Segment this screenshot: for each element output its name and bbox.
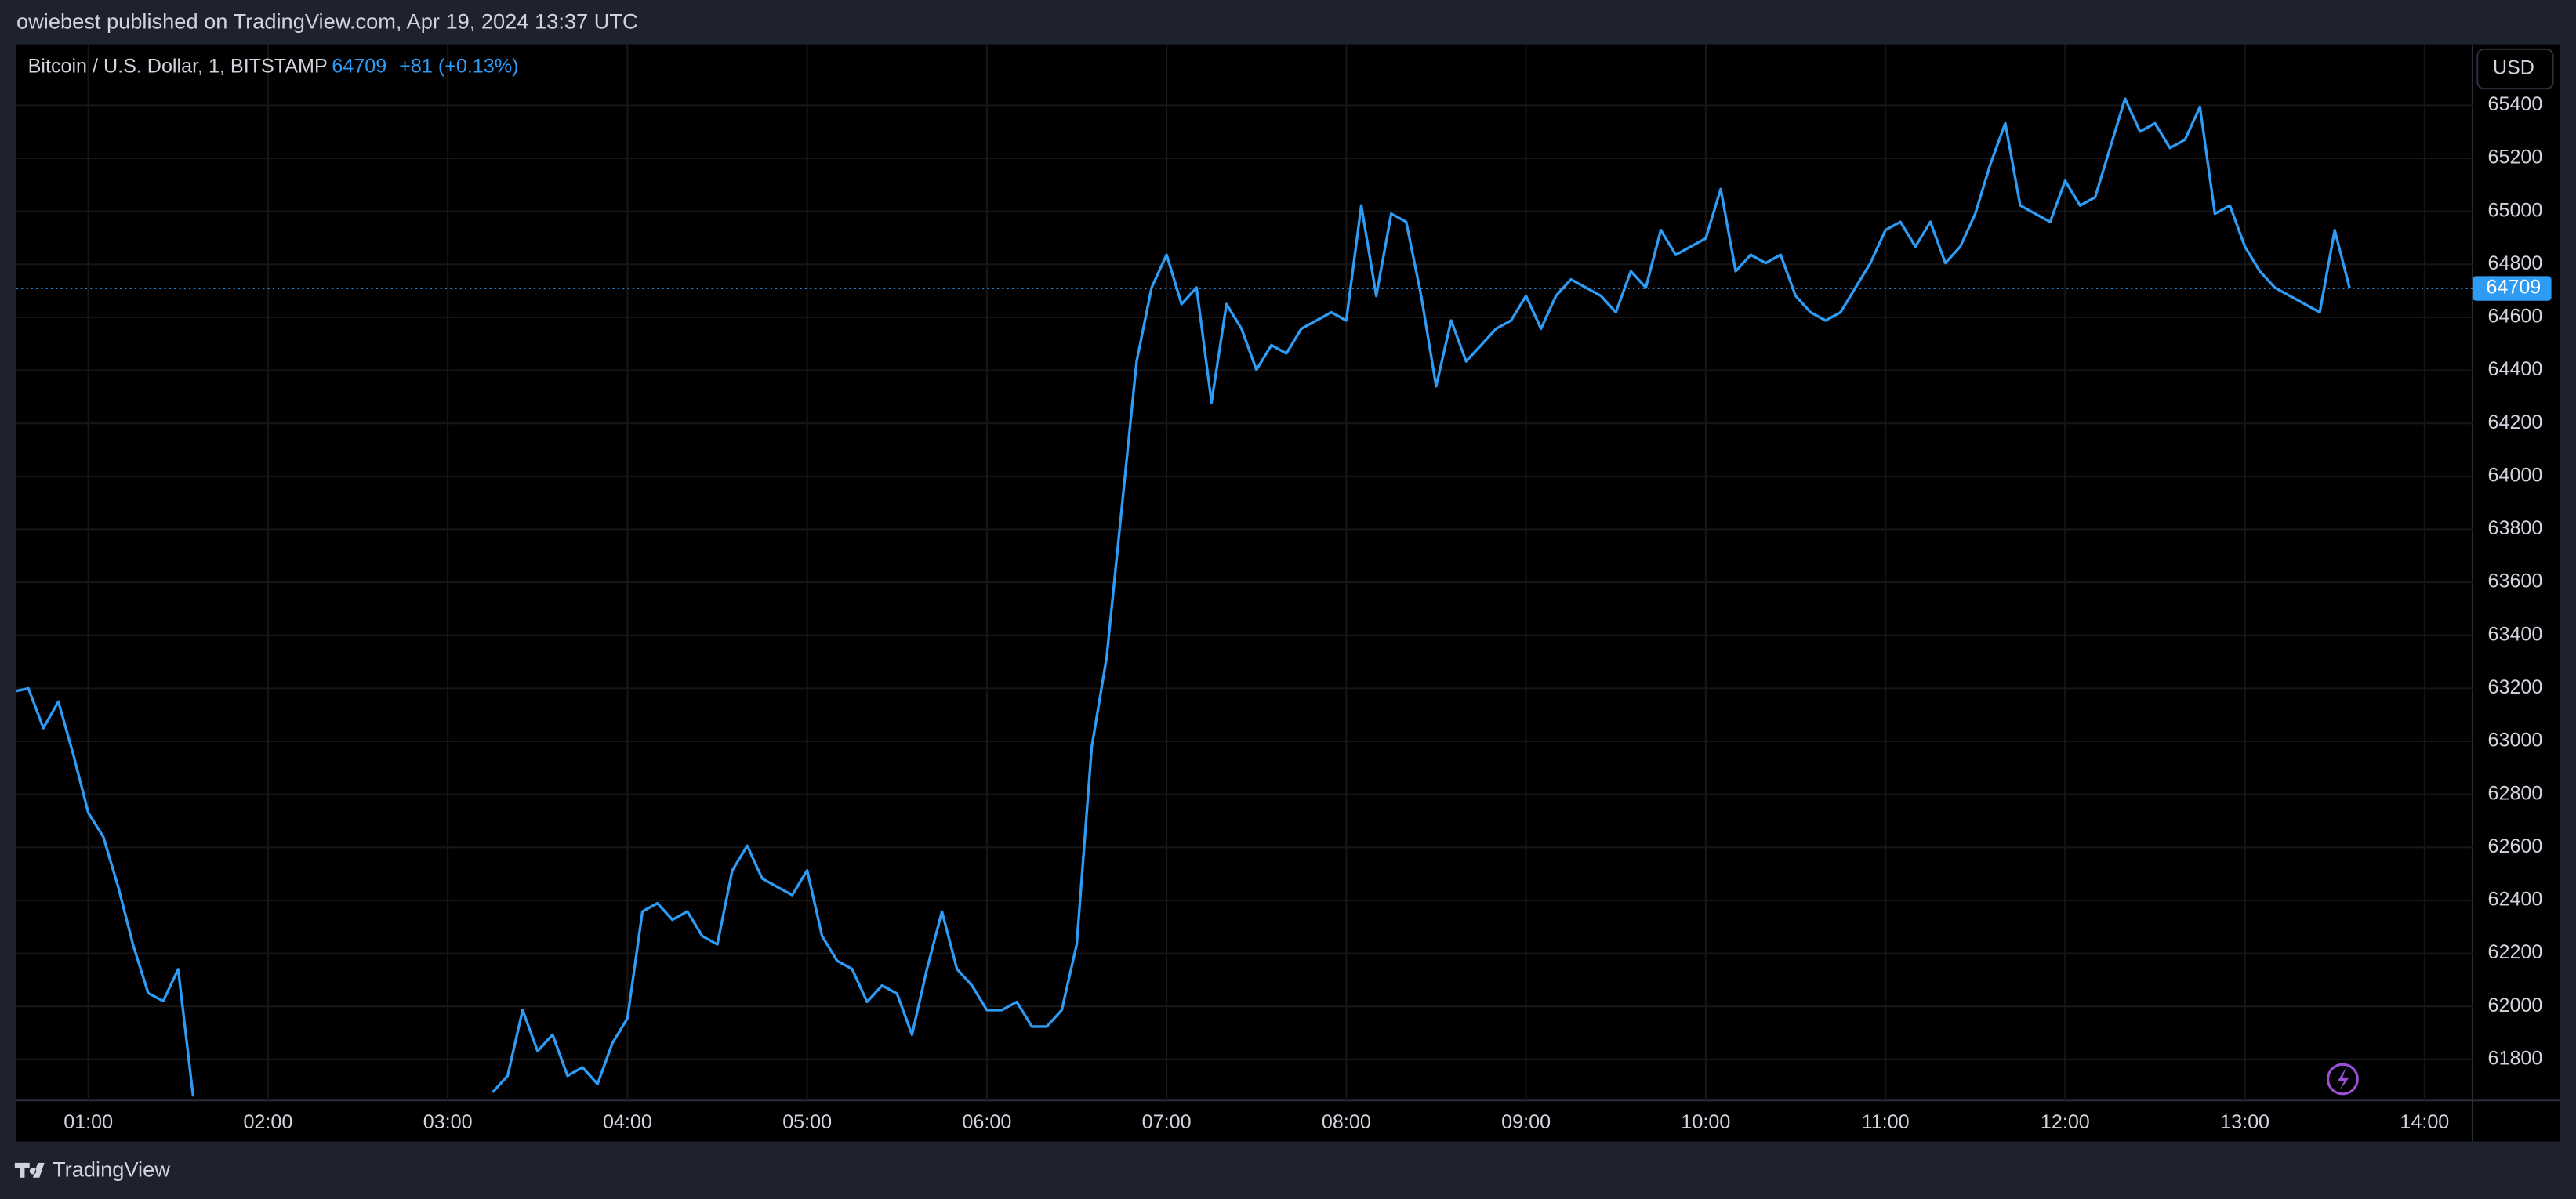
x-tick-label: 02:00 — [243, 1111, 292, 1133]
publisher-text: owiebest published on TradingView.com, A… — [16, 9, 638, 34]
alert-icon[interactable] — [2326, 1063, 2359, 1096]
y-tick-label: 64600 — [2488, 306, 2543, 328]
x-tick-label: 01:00 — [63, 1111, 113, 1133]
y-tick-label: 65200 — [2488, 147, 2543, 168]
y-tick-label: 64000 — [2488, 464, 2543, 486]
x-tick-label: 13:00 — [2220, 1111, 2269, 1133]
price-line — [16, 97, 2351, 1097]
x-tick-label: 14:00 — [2400, 1111, 2449, 1133]
x-tick-label: 10:00 — [1681, 1111, 1730, 1133]
y-tick-label: 63200 — [2488, 676, 2543, 698]
y-tick-label: 62400 — [2488, 889, 2543, 911]
y-tick-label: 63400 — [2488, 623, 2543, 645]
currency-label[interactable]: USD — [2493, 57, 2534, 79]
legend-title: Bitcoin / U.S. Dollar, 1, BITSTAMP — [28, 56, 328, 78]
x-tick-label: 07:00 — [1142, 1111, 1192, 1133]
x-tick-label: 08:00 — [1322, 1111, 1371, 1133]
y-tick-label: 62800 — [2488, 782, 2543, 804]
x-tick-label: 12:00 — [2041, 1111, 2090, 1133]
last-price-box — [2472, 276, 2552, 301]
y-tick-label: 63800 — [2488, 517, 2543, 539]
x-tick-label: 05:00 — [782, 1111, 832, 1133]
labels: 61800 62000 62200 62400 62600 62800 63000 63200… — [63, 93, 2552, 1133]
x-tick-label: 06:00 — [962, 1111, 1011, 1133]
currency-button[interactable] — [2476, 48, 2554, 90]
y-tick-label: 63600 — [2488, 571, 2543, 592]
y-tick-label: 62200 — [2488, 941, 2543, 963]
x-tick-label: 03:00 — [423, 1111, 473, 1133]
brand-name: TradingView — [53, 1157, 170, 1182]
y-tick-label: 61800 — [2488, 1047, 2543, 1069]
y-tick-label: 63000 — [2488, 730, 2543, 752]
x-tick-label: 11:00 — [1862, 1111, 1910, 1133]
legend-change: +81 (+0.13%) — [399, 56, 518, 78]
x-tick-label: 09:00 — [1501, 1111, 1551, 1133]
y-tick-label: 64200 — [2488, 411, 2543, 433]
x-tick-label: 04:00 — [603, 1111, 652, 1133]
chart-area — [16, 44, 2560, 1142]
y-tick-label: 65000 — [2488, 199, 2543, 221]
last-price-label: 64709 — [2486, 277, 2541, 299]
legend-price: 64709 — [332, 56, 386, 78]
y-tick-label: 65400 — [2488, 93, 2543, 115]
grid — [16, 44, 2473, 1101]
y-tick-label: 64800 — [2488, 252, 2543, 274]
y-tick-label: 62600 — [2488, 835, 2543, 857]
y-tick-label: 62000 — [2488, 994, 2543, 1016]
brand-logo — [14, 1162, 45, 1178]
plot — [16, 97, 2473, 1097]
alert-bolt — [2338, 1067, 2349, 1091]
y-tick-label: 64400 — [2488, 358, 2543, 380]
